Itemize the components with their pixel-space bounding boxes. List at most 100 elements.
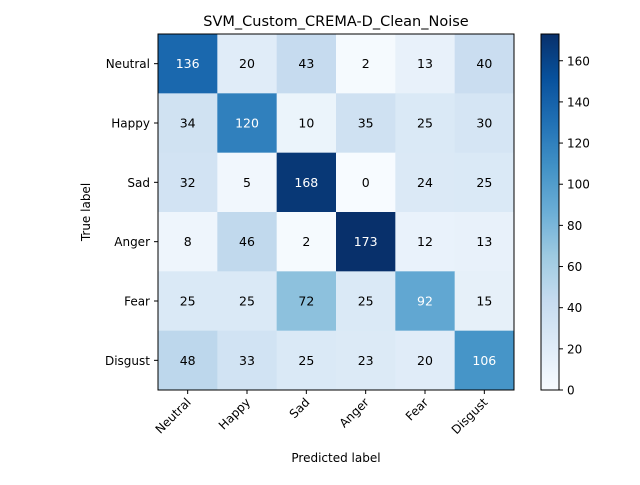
y-tick-label: Happy: [111, 117, 150, 131]
heatmap-cell: [158, 152, 218, 213]
cell-value-label: 106: [472, 353, 496, 368]
heatmap-cell: [454, 271, 515, 332]
colorbar-tick-label: 20: [567, 342, 582, 356]
cell-value-label: 72: [298, 294, 314, 309]
colorbar-tick-label: 160: [567, 54, 590, 68]
heatmap-cell: [276, 34, 337, 94]
heatmap-cell: [158, 212, 218, 272]
heatmap-cell: [276, 271, 337, 332]
heatmap-cell: [336, 34, 396, 94]
heatmap-cell: [276, 152, 337, 213]
colorbar-tick-label: 80: [567, 219, 582, 233]
cell-value-label: 173: [354, 234, 378, 249]
cell-value-label: 25: [476, 175, 492, 190]
heatmap-cell: [158, 330, 218, 391]
heatmap-cell: [395, 330, 456, 391]
y-tick-label: Disgust: [105, 354, 150, 368]
cell-value-label: 40: [476, 56, 492, 71]
heatmap-cell: [454, 34, 515, 94]
heatmap-cell: [395, 212, 456, 272]
cell-value-label: 15: [476, 294, 492, 309]
cell-value-label: 35: [358, 116, 374, 131]
heatmap-cell: [336, 330, 396, 391]
x-tick-label: Anger: [337, 395, 372, 430]
y-tick-label: Fear: [124, 295, 150, 309]
cell-value-label: 0: [362, 175, 370, 190]
y-axis-ticks: Neutral Happy Sad Anger Fear Disgust: [105, 57, 158, 368]
colorbar-ticks: 0 20 40 60 80 100 120 140 160: [559, 54, 590, 398]
cell-value-label: 8: [184, 234, 192, 249]
x-tick-label: Fear: [403, 395, 431, 423]
colorbar: [540, 33, 560, 391]
y-tick-label: Anger: [114, 235, 150, 249]
cell-value-label: 20: [239, 56, 255, 71]
heatmap-cell: [217, 271, 278, 332]
chart-title: SVM_Custom_CREMA-D_Clean_Noise: [203, 14, 469, 30]
cell-value-label: 13: [417, 56, 433, 71]
x-tick-label: Sad: [287, 395, 313, 421]
y-tick-label: Sad: [127, 176, 150, 190]
heatmap-cell: [395, 34, 456, 94]
cell-value-label: 92: [417, 294, 433, 309]
cell-value-label: 33: [239, 353, 255, 368]
heatmap-cell: [217, 93, 278, 154]
cell-value-label: 43: [298, 56, 314, 71]
heatmap-cell: [395, 152, 456, 213]
heatmap-cell: [217, 212, 278, 272]
heatmap-cell: [395, 93, 456, 154]
cell-value-label: 24: [417, 175, 433, 190]
heatmap-cell: [454, 152, 515, 213]
colorbar-tick-label: 0: [567, 384, 575, 398]
x-tick-label: Disgust: [449, 395, 491, 437]
cell-value-label: 46: [239, 234, 255, 249]
cell-value-label: 25: [358, 294, 374, 309]
heatmap-cell: [454, 330, 515, 391]
cell-value-label: 2: [302, 234, 310, 249]
heatmap-cell: [336, 271, 396, 332]
cell-value-label: 25: [180, 294, 196, 309]
heatmap-cell: [454, 93, 515, 154]
plot-frame: [157, 33, 515, 391]
cell-value-label: 23: [358, 353, 374, 368]
x-tick-label: Neutral: [153, 395, 194, 436]
cell-value-label: 25: [239, 294, 255, 309]
cell-value-label: 120: [235, 116, 259, 131]
cell-value-label: 20: [417, 353, 433, 368]
x-axis-ticks: Neutral Happy Sad Anger Fear Disgust: [153, 390, 491, 437]
cell-value-label: 48: [180, 353, 196, 368]
x-axis-label: Predicted label: [291, 451, 380, 465]
cell-value-label: 32: [180, 175, 196, 190]
y-tick-label: Neutral: [106, 57, 150, 71]
colorbar-tick-label: 40: [567, 301, 582, 315]
x-tick-label: Happy: [216, 395, 253, 432]
heatmap-cell: [336, 152, 396, 213]
colorbar-tick-label: 100: [567, 178, 590, 192]
heatmap-cell: [454, 212, 515, 272]
heatmap-cell: [158, 34, 218, 94]
cell-value-label: 30: [476, 116, 492, 131]
heatmap-cells: 136 20 43 2 13 40 34 120 10 35 25 30 32 5 168 0 24 25 8 46 2…: [158, 34, 515, 391]
heatmap-cell: [158, 93, 218, 154]
cell-value-label: 13: [476, 234, 492, 249]
cell-value-label: 25: [417, 116, 433, 131]
colorbar-tick-label: 120: [567, 137, 590, 151]
heatmap-cell: [217, 34, 278, 94]
cell-value-label: 168: [294, 175, 318, 190]
cell-value-label: 25: [298, 353, 314, 368]
cell-value-label: 12: [417, 234, 433, 249]
heatmap-cell: [217, 152, 278, 213]
heatmap-cell: [276, 93, 337, 154]
heatmap-cell: [336, 93, 396, 154]
heatmap-cell: [395, 271, 456, 332]
heatmap-cell: [217, 330, 278, 391]
cell-value-label: 136: [176, 56, 200, 71]
cell-value-label: 2: [362, 56, 370, 71]
cell-value-label: 5: [243, 175, 251, 190]
colorbar-tick-label: 140: [567, 95, 590, 109]
heatmap-cell: [336, 212, 396, 272]
colorbar-tick-label: 60: [567, 260, 582, 274]
y-axis-label: True label: [79, 183, 93, 242]
cell-value-label: 34: [180, 116, 196, 131]
